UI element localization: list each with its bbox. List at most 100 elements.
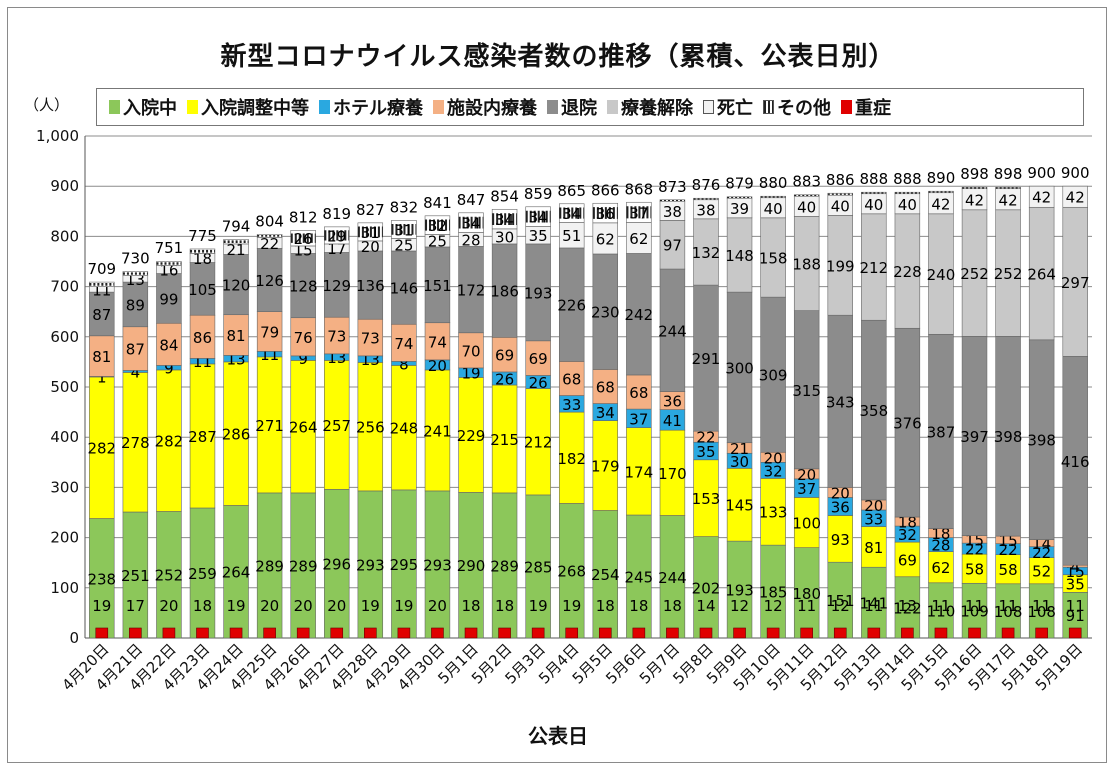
bar-segment (827, 215, 853, 316)
data-label: 42 (1032, 189, 1051, 207)
legend: 入院中 入院調整中等 ホテル療養 施設内療養 退院 療養解除 死亡 その他 重症 (96, 88, 1084, 126)
data-label: 34 (562, 205, 581, 223)
severe-marker (498, 627, 511, 639)
data-label: 30 (730, 453, 749, 471)
severe-label: 12 (764, 597, 783, 615)
data-label: 76 (294, 329, 313, 347)
data-label: 282 (87, 440, 116, 458)
bar-segment (760, 544, 786, 639)
severe-marker (95, 627, 109, 639)
data-label: 256 (356, 419, 385, 437)
y-tick-label: 600 (50, 328, 79, 346)
data-label: 193 (725, 582, 754, 600)
data-label: 33 (562, 396, 581, 414)
legend-swatch (607, 100, 618, 114)
data-label: 315 (792, 382, 821, 400)
severe-label: 18 (461, 597, 480, 615)
severe-label: 19 (394, 597, 413, 615)
data-label: 212 (524, 434, 553, 452)
total-label: 812 (289, 208, 318, 226)
bar-segment (861, 566, 887, 639)
bar-segment (223, 505, 249, 639)
data-label: 39 (730, 200, 749, 218)
severe-marker (364, 627, 377, 639)
severe-label: 11 (1066, 597, 1085, 615)
data-label: 28 (461, 231, 480, 249)
total-label: 866 (591, 181, 620, 199)
severe-marker (1001, 627, 1015, 639)
data-label: 105 (188, 281, 217, 299)
data-label: 376 (893, 415, 922, 433)
severe-label: 11 (797, 597, 816, 615)
bar-segment (928, 213, 954, 335)
data-label: 35 (529, 227, 548, 245)
total-label: 794 (222, 217, 251, 235)
total-label: 876 (692, 176, 721, 194)
data-label: 20 (361, 238, 380, 256)
data-label: 295 (390, 556, 419, 574)
bar-segment (793, 547, 820, 639)
data-label: 40 (831, 197, 850, 215)
data-label: 73 (327, 328, 346, 346)
severe-marker (1035, 627, 1048, 639)
total-label: 709 (87, 260, 116, 278)
severe-marker (766, 627, 780, 639)
bar-segment (1062, 185, 1088, 208)
y-tick-label: 900 (50, 177, 79, 195)
bar-segment (189, 507, 216, 639)
bar-segment (223, 361, 249, 506)
y-tick-label: 700 (50, 278, 79, 296)
bar-segment (793, 310, 820, 470)
bar-segment (827, 515, 853, 563)
data-label: 93 (831, 531, 850, 549)
data-label: 398 (994, 428, 1023, 446)
data-label: 58 (999, 561, 1018, 579)
bar-segment (760, 478, 786, 546)
bar-segment (491, 384, 518, 494)
data-label: 42 (999, 191, 1018, 209)
data-label: 34 (461, 215, 480, 233)
data-label: 73 (361, 330, 380, 348)
data-label: 268 (557, 563, 586, 581)
data-label: 20 (428, 357, 447, 375)
y-tick-label: 100 (50, 579, 79, 597)
data-label: 16 (159, 262, 178, 280)
data-label: 26 (529, 374, 548, 392)
data-label: 42 (1066, 189, 1085, 207)
severe-marker (632, 627, 646, 639)
severe-marker (598, 627, 612, 639)
data-label: 81 (227, 327, 246, 345)
severe-marker (129, 627, 142, 639)
bar-segment (391, 365, 417, 491)
bar-segment (626, 222, 652, 254)
bar-segment (693, 218, 719, 286)
data-label: 79 (260, 324, 279, 342)
legend-label: 療養解除 (621, 98, 693, 119)
data-label: 136 (356, 277, 385, 295)
bar-segment (290, 317, 316, 357)
data-label: 32 (428, 217, 447, 235)
bar-segment (89, 376, 115, 519)
data-label: 51 (562, 227, 581, 245)
total-label: 847 (457, 191, 486, 209)
bar-segment (626, 427, 652, 516)
data-label: 254 (591, 566, 620, 584)
bar-segment (156, 322, 182, 366)
total-label: 898 (960, 165, 989, 183)
severe-marker (934, 627, 948, 639)
data-label: 264 (289, 419, 318, 437)
data-label: 86 (193, 329, 212, 347)
total-label: 865 (557, 182, 586, 200)
bar-segment (995, 335, 1021, 537)
bar-segment (122, 511, 149, 639)
data-label: 252 (960, 265, 989, 283)
data-label: 40 (898, 196, 917, 214)
data-label: 22 (999, 541, 1018, 559)
bar-segment (324, 252, 350, 318)
data-label: 87 (126, 341, 145, 359)
data-label: 126 (255, 272, 284, 290)
data-label: 1 (97, 369, 107, 387)
data-label: 62 (629, 230, 648, 248)
severe-marker (867, 627, 881, 639)
data-label: 293 (356, 556, 385, 574)
